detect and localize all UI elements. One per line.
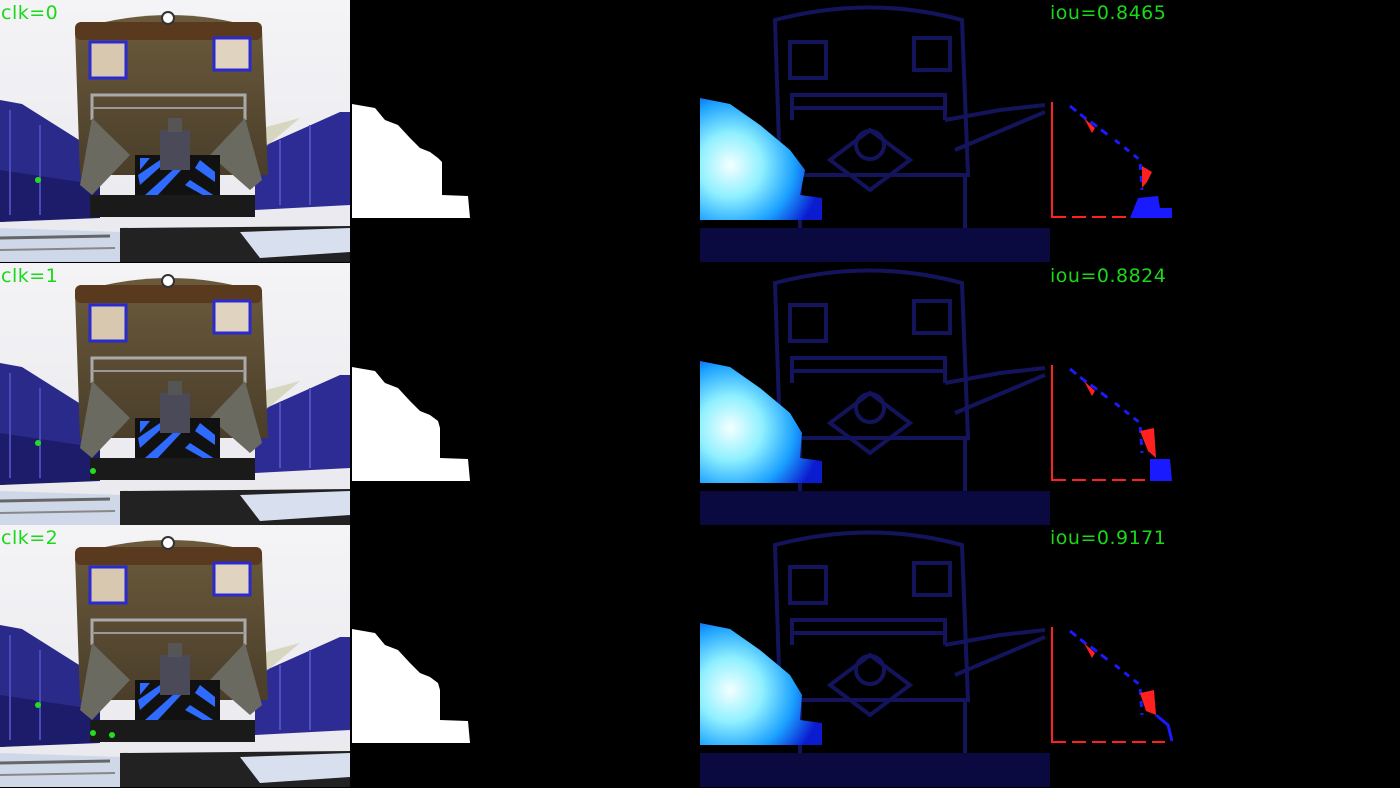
mask-shape	[352, 367, 470, 481]
train-photo	[0, 0, 350, 262]
click-point	[90, 730, 96, 736]
error-map	[1051, 102, 1172, 218]
iou-score-label: iou=0.9171	[1050, 527, 1167, 549]
click-count-label: clk=0	[1, 2, 59, 24]
heatmap	[700, 5, 1050, 262]
click-count-label: clk=2	[1, 527, 59, 549]
probability-heatmap-panel	[700, 0, 1050, 262]
predicted-mask-panel	[350, 525, 700, 787]
error-map-panel	[1050, 0, 1400, 262]
result-row-2: clk=2 iou=0.9171	[0, 525, 1400, 787]
input-image-panel: clk=2	[0, 525, 350, 787]
train-photo	[0, 525, 350, 787]
predicted-mask-panel	[350, 263, 700, 525]
input-image-panel: clk=1	[0, 263, 350, 525]
click-point	[90, 468, 96, 474]
result-row-0: clk=0 iou=0.8465	[0, 0, 1400, 262]
iou-score-label: iou=0.8465	[1050, 2, 1167, 24]
iou-score-label: iou=0.8824	[1050, 265, 1167, 287]
predicted-mask-panel	[350, 0, 700, 262]
error-map	[1051, 365, 1172, 481]
click-point	[35, 177, 41, 183]
result-row-1: clk=1 iou=0.8824	[0, 263, 1400, 525]
error-map-panel	[1050, 525, 1400, 787]
probability-heatmap-panel	[700, 525, 1050, 787]
mask-shape	[352, 629, 470, 743]
error-map	[1051, 627, 1174, 743]
click-point	[109, 732, 115, 738]
error-map-panel	[1050, 263, 1400, 525]
mask-shape	[352, 104, 470, 218]
probability-heatmap-panel	[700, 263, 1050, 525]
train-photo	[0, 263, 350, 525]
heatmap	[700, 268, 1050, 525]
input-image-panel: clk=0	[0, 0, 350, 262]
click-count-label: clk=1	[1, 265, 59, 287]
click-point	[35, 440, 41, 446]
click-point	[35, 702, 41, 708]
heatmap	[700, 530, 1050, 787]
